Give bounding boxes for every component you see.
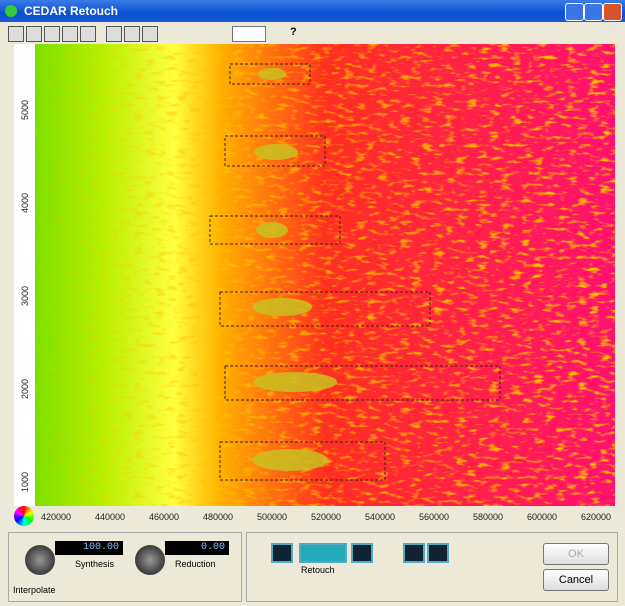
x-axis-label: 520000 [310, 512, 342, 522]
close-button[interactable] [603, 3, 622, 21]
x-axis-label: 600000 [526, 512, 558, 522]
cancel-button[interactable]: Cancel [543, 569, 609, 591]
x-axis-label: 480000 [202, 512, 234, 522]
retouch-label: Retouch [301, 565, 335, 575]
color-wheel[interactable] [14, 506, 34, 526]
minimize-button[interactable] [565, 3, 584, 21]
y-axis-label: 4000 [20, 192, 30, 213]
x-axis-label: 420000 [40, 512, 72, 522]
play-button[interactable] [403, 543, 425, 563]
tool-button[interactable] [80, 26, 96, 42]
toolbar: ? [0, 22, 625, 44]
y-axis-label: 2000 [20, 378, 30, 399]
synthesis-knob[interactable] [25, 545, 55, 575]
reduction-value: 0.00 [165, 541, 229, 555]
reduction-knob[interactable] [135, 545, 165, 575]
title-bar: CEDAR Retouch [0, 0, 625, 22]
zoom-button[interactable] [106, 26, 122, 42]
x-axis-label: 500000 [256, 512, 288, 522]
x-axis-label: 460000 [148, 512, 180, 522]
reduction-label: Reduction [175, 559, 216, 569]
retouch-button[interactable] [299, 543, 347, 563]
x-axis-label: 620000 [580, 512, 612, 522]
artifact-blobs [252, 68, 337, 471]
zoom-dropdown[interactable] [232, 26, 266, 42]
spectrogram [14, 44, 615, 506]
zoom-button[interactable] [62, 26, 78, 42]
spectrogram-noise [35, 44, 615, 506]
window-title: CEDAR Retouch [24, 4, 119, 18]
help-button[interactable]: ? [290, 26, 297, 38]
x-axis: 420000 440000 460000 480000 500000 520000 5400… [0, 508, 625, 528]
zoom-button[interactable] [124, 26, 140, 42]
y-axis-strip [14, 44, 35, 506]
y-axis-label: 1000 [20, 471, 30, 492]
selection-boxes[interactable] [209, 63, 501, 481]
tool-button[interactable] [44, 26, 60, 42]
app-icon [5, 5, 17, 17]
tool-button[interactable] [8, 26, 24, 42]
x-axis-label: 580000 [472, 512, 504, 522]
x-axis-label: 560000 [418, 512, 450, 522]
mode-button[interactable] [271, 543, 293, 563]
ok-button[interactable]: OK [543, 543, 609, 565]
mode-button[interactable] [351, 543, 373, 563]
tool-button[interactable] [26, 26, 42, 42]
synthesis-label: Synthesis [75, 559, 115, 569]
group-label: Interpolate [13, 585, 56, 595]
maximize-button[interactable] [584, 3, 603, 21]
retouch-group: Retouch OK Cancel [246, 532, 618, 602]
x-axis-label: 540000 [364, 512, 396, 522]
synthesis-value: 100.00 [55, 541, 123, 555]
x-axis-label: 440000 [94, 512, 126, 522]
zoom-button[interactable] [142, 26, 158, 42]
stop-button[interactable] [427, 543, 449, 563]
interpolate-group: 100.00 Synthesis 0.00 Reduction Interpol… [8, 532, 242, 602]
y-axis-label: 3000 [20, 285, 30, 306]
y-axis-label: 5000 [20, 99, 30, 120]
